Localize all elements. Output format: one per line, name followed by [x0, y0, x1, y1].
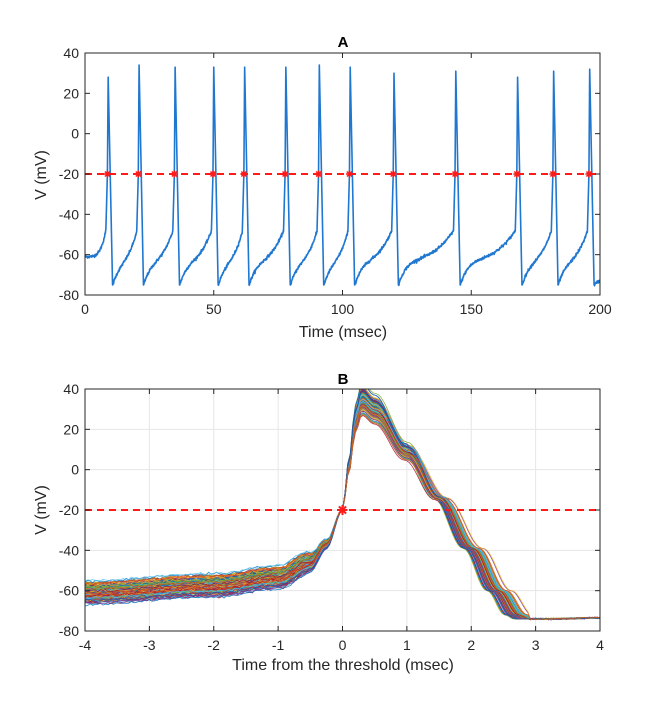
panel-a-plot-area — [84, 64, 601, 287]
panel-a-x-tick-label: 150 — [460, 301, 484, 317]
panel-a-threshold-marker — [281, 170, 289, 178]
panel-b-y-tick-label: -20 — [59, 502, 79, 518]
panel-b-y-tick-label: -60 — [59, 583, 79, 599]
panel-b-x-tick-label: 2 — [467, 637, 475, 653]
panel-a-threshold-marker — [389, 170, 397, 178]
panel-b-x-label: Time from the threshold (msec) — [232, 657, 454, 674]
panel-a-threshold-marker — [315, 170, 323, 178]
panel-a-threshold-marker — [134, 170, 142, 178]
panel-b: B -4 -3 -2 -1 0 1 2 3 4 -80 -60 -40 -20 0 20 40 Time fr… — [33, 371, 604, 674]
panel-a-threshold-marker — [345, 170, 353, 178]
panel-a-y-tick-label: -80 — [59, 287, 79, 303]
panel-b-x-tick-label: 3 — [532, 637, 540, 653]
panel-a-y-tick-label: -40 — [59, 206, 79, 222]
panel-a-title: A — [338, 34, 349, 51]
panel-b-x-tick-label: 0 — [339, 637, 347, 653]
panel-a: A 0 50 100 150 200 -80 -60 -40 -20 0 20 40 Time (ms… — [33, 34, 612, 341]
panel-b-title: B — [338, 371, 349, 388]
panel-b-x-tick-label: 4 — [596, 637, 604, 653]
panel-b-x-tick-label: 1 — [403, 637, 411, 653]
panel-a-y-label: V (mV) — [33, 150, 50, 200]
panel-b-plot-area — [84, 388, 601, 632]
panel-a-y-tick-label: 40 — [63, 45, 79, 61]
panel-a-y-tick-label: -60 — [59, 247, 79, 263]
panel-b-y-tick-label: 0 — [71, 462, 79, 478]
panel-a-threshold-marker — [549, 170, 557, 178]
panel-a-y-tick-label: -20 — [59, 166, 79, 182]
panel-b-y-tick-label: 20 — [63, 421, 79, 437]
panel-b-threshold-marker — [337, 505, 348, 515]
panel-a-threshold-marker — [451, 170, 459, 178]
panel-b-x-tick-label: -2 — [208, 637, 221, 653]
panel-a-threshold-marker — [240, 170, 248, 178]
panel-a-threshold-marker — [585, 170, 593, 178]
panel-a-threshold-marker — [170, 170, 178, 178]
panel-a-threshold-marker — [209, 170, 217, 178]
panel-b-y-tick-label: -40 — [59, 542, 79, 558]
panel-b-x-tick-label: -4 — [79, 637, 92, 653]
panel-a-ticks: 0 50 100 150 200 -80 -60 -40 -20 0 20 40 — [59, 45, 612, 317]
panel-a-x-tick-label: 0 — [81, 301, 89, 317]
panel-b-y-tick-label: -80 — [59, 623, 79, 639]
panel-a-threshold-marker — [513, 170, 521, 178]
panel-a-x-label: Time (msec) — [299, 324, 387, 341]
panel-b-axes-frame — [84, 388, 601, 632]
panel-a-y-tick-label: 0 — [71, 126, 79, 142]
panel-a-y-tick-label: 20 — [63, 85, 79, 101]
panel-b-x-tick-label: -1 — [272, 637, 285, 653]
panel-b-ticks: -4 -3 -2 -1 0 1 2 3 4 -80 -60 -40 -20 0 20 40 — [59, 381, 604, 653]
panel-a-x-tick-label: 100 — [331, 301, 355, 317]
panel-a-threshold-marker — [103, 170, 111, 178]
panel-b-x-tick-label: -3 — [143, 637, 156, 653]
panel-b-y-tick-label: 40 — [63, 381, 79, 397]
panel-a-x-tick-label: 50 — [206, 301, 222, 317]
panel-b-y-label: V (mV) — [33, 485, 50, 535]
panel-a-voltage-trace — [84, 64, 601, 287]
panel-a-axes-frame — [84, 52, 601, 296]
panel-a-x-tick-label: 200 — [588, 301, 612, 317]
